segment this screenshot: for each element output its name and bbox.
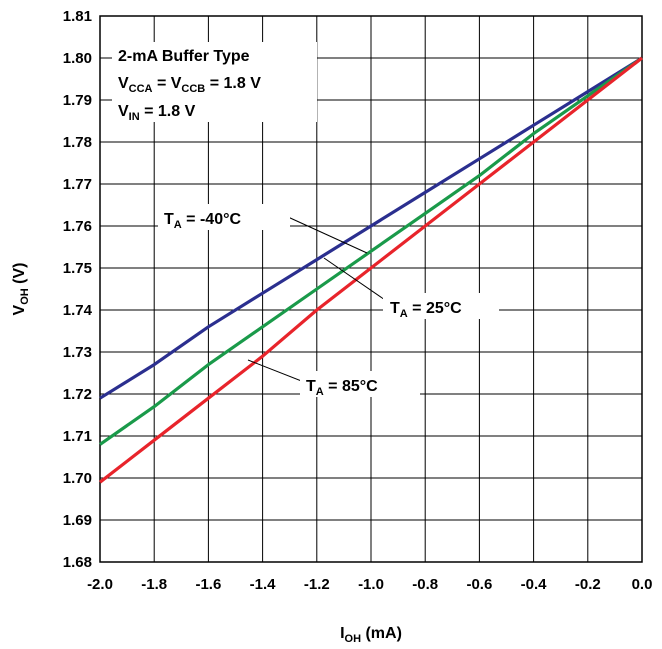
x-tick-label: -1.0 — [358, 576, 384, 593]
x-tick-label: -1.8 — [141, 576, 167, 593]
annotation-bg — [300, 371, 420, 397]
x-tick-label: -1.2 — [304, 576, 330, 593]
info-box-line3: VIN = 1.8 V — [118, 103, 196, 123]
y-tick-label: 1.74 — [63, 302, 93, 319]
y-tick-label: 1.73 — [63, 344, 92, 361]
x-tick-label: -1.4 — [250, 576, 277, 593]
y-tick-label: 1.76 — [63, 218, 92, 235]
plot-frame — [99, 15, 643, 563]
y-axis-title: VOH (V) — [11, 263, 31, 316]
y-tick-label: 1.72 — [63, 386, 92, 403]
x-tick-label: -1.6 — [195, 576, 221, 593]
x-tick-label: -2.0 — [87, 576, 113, 593]
y-tick-label: 1.77 — [63, 176, 92, 193]
y-tick-label: 1.81 — [63, 8, 92, 25]
x-tick-label: -0.6 — [466, 576, 492, 593]
annotation-bg — [158, 204, 290, 230]
x-axis-title: IOH (mA) — [340, 625, 402, 645]
annotation-leader — [323, 257, 389, 303]
info-box-line1: 2-mA Buffer Type — [118, 48, 250, 65]
info-box-bg — [112, 42, 317, 122]
y-tick-label: 1.79 — [63, 92, 92, 109]
annotation-leader — [287, 216, 368, 254]
x-tick-label: 0.0 — [632, 576, 653, 593]
y-tick-label: 1.78 — [63, 134, 92, 151]
x-tick-label: -0.4 — [521, 576, 548, 593]
y-tick-label: 1.75 — [63, 260, 92, 277]
annotation-bg — [383, 293, 499, 319]
annotation-label-2: TA = 85°C — [306, 378, 378, 398]
annotation-label-0: TA = -40°C — [164, 211, 241, 231]
x-tick-label: -0.8 — [412, 576, 438, 593]
y-tick-label: 1.80 — [63, 50, 92, 67]
y-tick-label: 1.68 — [63, 554, 92, 571]
y-tick-label: 1.70 — [63, 470, 92, 487]
x-tick-label: -0.2 — [575, 576, 601, 593]
y-tick-label: 1.71 — [63, 428, 92, 445]
y-tick-label: 1.69 — [63, 512, 92, 529]
info-box-line2: VCCA = VCCB = 1.8 V — [118, 75, 261, 95]
annotation-label-1: TA = 25°C — [390, 300, 462, 320]
annotation-leader — [247, 359, 305, 383]
